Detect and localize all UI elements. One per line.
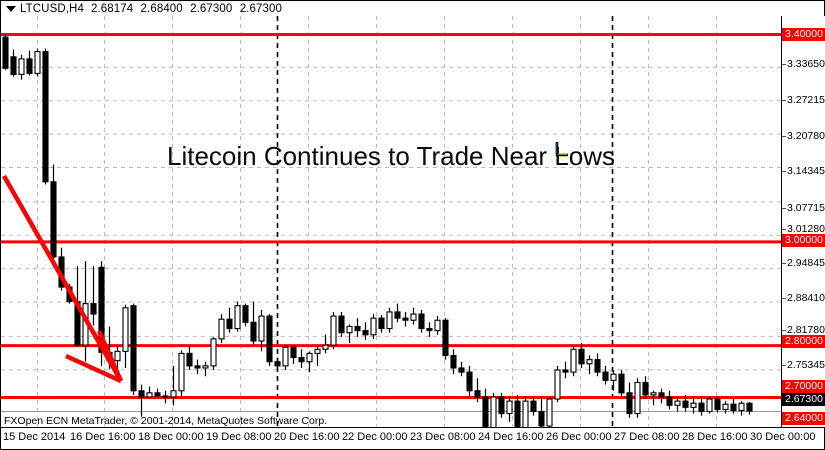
chart-canvas (1, 16, 781, 427)
ohlc-open: 2.68174 (90, 2, 134, 15)
ohlc-values: 2.68174 2.68400 2.67300 2.67300 (91, 3, 286, 15)
price-tick-label: 3.07715 (787, 202, 825, 214)
price-tick-label: 3.01280 (787, 223, 825, 235)
price-tick-label: 3.14345 (787, 165, 825, 177)
chart-plot-area[interactable]: Litecoin Continues to Trade Near Lows (1, 16, 781, 427)
price-tick-label: 2.94845 (787, 257, 825, 269)
time-tick-label: 26 Dec 00:00 (546, 431, 612, 443)
time-tick-label: 23 Dec 08:00 (410, 431, 476, 443)
ohlc-close: 2.67300 (239, 2, 282, 15)
time-tick-label: 16 Dec 16:00 (70, 431, 136, 443)
price-level-label[interactable]: 2.80000 (782, 335, 825, 348)
current-price-label[interactable]: 2.67300 (782, 393, 825, 406)
price-tick: 2.94845 (782, 257, 825, 269)
price-tick: 3.01280 (782, 223, 825, 235)
price-tick: 2.75345 (782, 359, 825, 371)
price-tick: 3.27215 (782, 94, 825, 106)
broker-watermark: FXOpen ECN MetaTrader, © 2001-2014, Meta… (4, 415, 328, 427)
price-tick-label: 3.27215 (787, 94, 825, 106)
price-tick: 3.33650 (782, 58, 825, 70)
price-tick-mark (782, 330, 786, 331)
day-separator-lines (276, 16, 614, 427)
time-tick-label: 30 Dec 00:00 (750, 431, 816, 443)
price-tick: 3.20780 (782, 130, 825, 142)
time-tick-label: 22 Dec 00:00 (342, 431, 408, 443)
price-level-label[interactable]: 2.64000 (782, 412, 825, 425)
price-tick-label: 3.33650 (787, 58, 825, 70)
price-level-label[interactable]: 3.40000 (782, 28, 825, 41)
price-tick-mark (782, 208, 786, 209)
candlestick-series (2, 34, 753, 427)
time-tick-label: 15 Dec 2014 (3, 431, 66, 443)
symbol-ohlc-bar: LTCUSD,H4 2.68174 2.68400 2.67300 2.6730… (1, 1, 824, 16)
price-tick: 3.14345 (782, 165, 825, 177)
price-tick: 2.81780 (782, 324, 825, 336)
price-tick-mark (782, 100, 786, 101)
price-tick-mark (782, 298, 786, 299)
downtrend-arrow (2, 174, 124, 384)
price-tick-label: 3.20780 (787, 130, 825, 142)
price-tick-label: 2.88410 (787, 292, 825, 304)
time-tick-label: 19 Dec 08:00 (206, 431, 272, 443)
price-tick-mark (782, 171, 786, 172)
price-tick-mark (782, 229, 786, 230)
price-scale[interactable]: 3.33650 3.27215 3.20780 3.14345 3.07715 3.012… (781, 16, 825, 427)
time-tick-label: 20 Dec 16:00 (274, 431, 340, 443)
time-tick-label: 28 Dec 16:00 (682, 431, 748, 443)
ohlc-low: 2.67300 (190, 2, 233, 15)
price-tick-mark (782, 263, 786, 264)
price-tick: 2.88410 (782, 292, 825, 304)
price-tick-mark (782, 365, 786, 366)
time-tick-label: 18 Dec 00:00 (138, 431, 204, 443)
price-level-label[interactable]: 3.00000 (782, 234, 825, 247)
time-tick-label: 27 Dec 08:00 (614, 431, 680, 443)
price-tick: 3.07715 (782, 202, 825, 214)
price-tick-label: 2.81780 (787, 324, 825, 336)
time-scale[interactable]: 15 Dec 2014 16 Dec 16:00 18 Dec 00:00 19 De… (1, 427, 824, 449)
symbol-timeframe-label: LTCUSD,H4 (20, 2, 84, 15)
chart-headline: Litecoin Continues to Trade Near Lows (166, 141, 616, 171)
price-tick-mark (782, 64, 786, 65)
vertical-gridlines (37, 16, 717, 427)
price-tick-mark (782, 136, 786, 137)
time-tick-label: 24 Dec 16:00 (478, 431, 544, 443)
chevron-down-icon[interactable] (6, 5, 16, 12)
price-level-label[interactable]: 2.70000 (782, 380, 825, 393)
litecoin-logo-icon (555, 142, 568, 157)
price-tick-label: 2.75345 (787, 359, 825, 371)
ohlc-high: 2.68400 (140, 2, 183, 15)
